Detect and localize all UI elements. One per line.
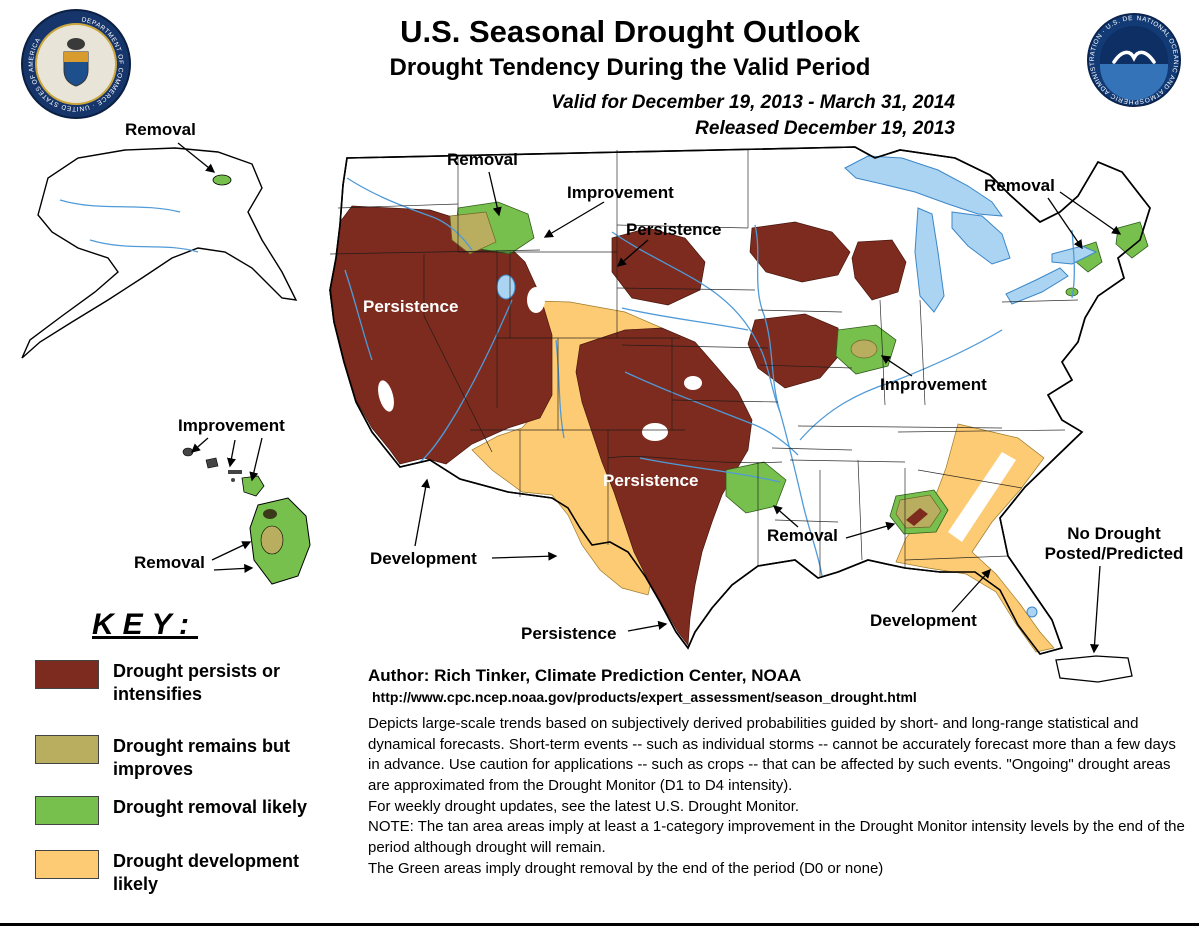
eagle-icon [67,38,85,50]
white-gaps [378,287,702,441]
hawaii-islands [182,447,311,585]
map-label-removal-northwest: Removal [447,150,518,169]
department-of-commerce-seal: DEPARTMENT OF COMMERCE · UNITED STATES O… [21,9,131,119]
alaska [21,147,298,359]
map-label-improvement-hawaii: Improvement [178,416,285,435]
map-label-development-southwest: Development [370,549,477,568]
map-label-development-southeast: Development [870,611,977,630]
key-label-removal: Drought removal likely [113,797,308,817]
map-label-improvement-northplains: Improvement [567,183,674,202]
footer: Author: Rich Tinker, Climate Prediction … [368,666,1188,880]
swatch-removal [35,796,99,825]
key-heading: KEY: [92,608,199,641]
key-item-persists: Drought persists or intensifies [35,660,328,705]
seagull-icon [1112,50,1156,64]
map-label-persistence-northplains: Persistence [626,220,722,239]
state-borders [329,150,1079,576]
author-line: Author: Rich Tinker, Climate Prediction … [368,666,802,685]
source-url: http://www.cpc.ncep.noaa.gov/products/ex… [372,689,917,705]
key-label-persists: Drought persists or intensifies [113,661,281,704]
weekly-updates-note: For weekly drought updates, see the late… [368,797,800,815]
map-label-removal-northeast: Removal [984,176,1055,195]
persistence-core-alabama [906,508,928,526]
valid-period-block: Valid for December 19, 2013 - March 31, … [300,90,955,141]
bottom-border [0,923,1199,926]
puerto-rico [1055,655,1133,683]
key-item-improves: Drought remains but improves [35,735,328,780]
map-label-removal-hawaii: Removal [134,553,205,572]
map-label-persistence-west: Persistence [363,297,459,316]
map-label-persistence-southtexas: Persistence [521,624,617,643]
rivers [344,177,1075,577]
swatch-improves [35,735,99,764]
noaa-logo: NATIONAL OCEANIC AND ATMOSPHERIC ADMINIS… [1086,12,1181,107]
map-label-no-drought: No Drought Posted/Predicted [1044,524,1184,563]
key-item-development: Drought development likely [35,850,328,895]
released-line: Released December 19, 2013 [695,117,955,139]
key-label-development: Drought development likely [113,851,300,894]
swatch-development [35,850,99,879]
annotation-arrows [177,142,1122,654]
key-item-removal: Drought removal likely [35,796,328,825]
map-label-removal-southcentral: Removal [767,526,838,545]
conus-outline [329,146,1151,655]
tan-area-note: NOTE: The tan area areas imply at least … [368,818,1185,857]
header: U.S. Seasonal Drought Outlook Drought Te… [170,14,1090,82]
key-label-improves: Drought remains but improves [113,736,291,779]
green-area-note: The Green areas imply drought removal by… [368,859,884,877]
map-label-removal-alaska: Removal [125,120,196,139]
map-label-persistence-southplains: Persistence [603,471,699,490]
page-title: U.S. Seasonal Drought Outlook [400,14,860,49]
ocean-shape [1100,64,1168,100]
swatch-persists [35,660,99,689]
shield-icon [63,51,89,87]
valid-period-line: Valid for December 19, 2013 - March 31, … [551,92,955,113]
page-subtitle: Drought Tendency During the Valid Period [389,54,871,81]
map-label-improvement-midwest: Improvement [880,375,987,394]
description-paragraph: Depicts large-scale trends based on subj… [368,715,1176,795]
